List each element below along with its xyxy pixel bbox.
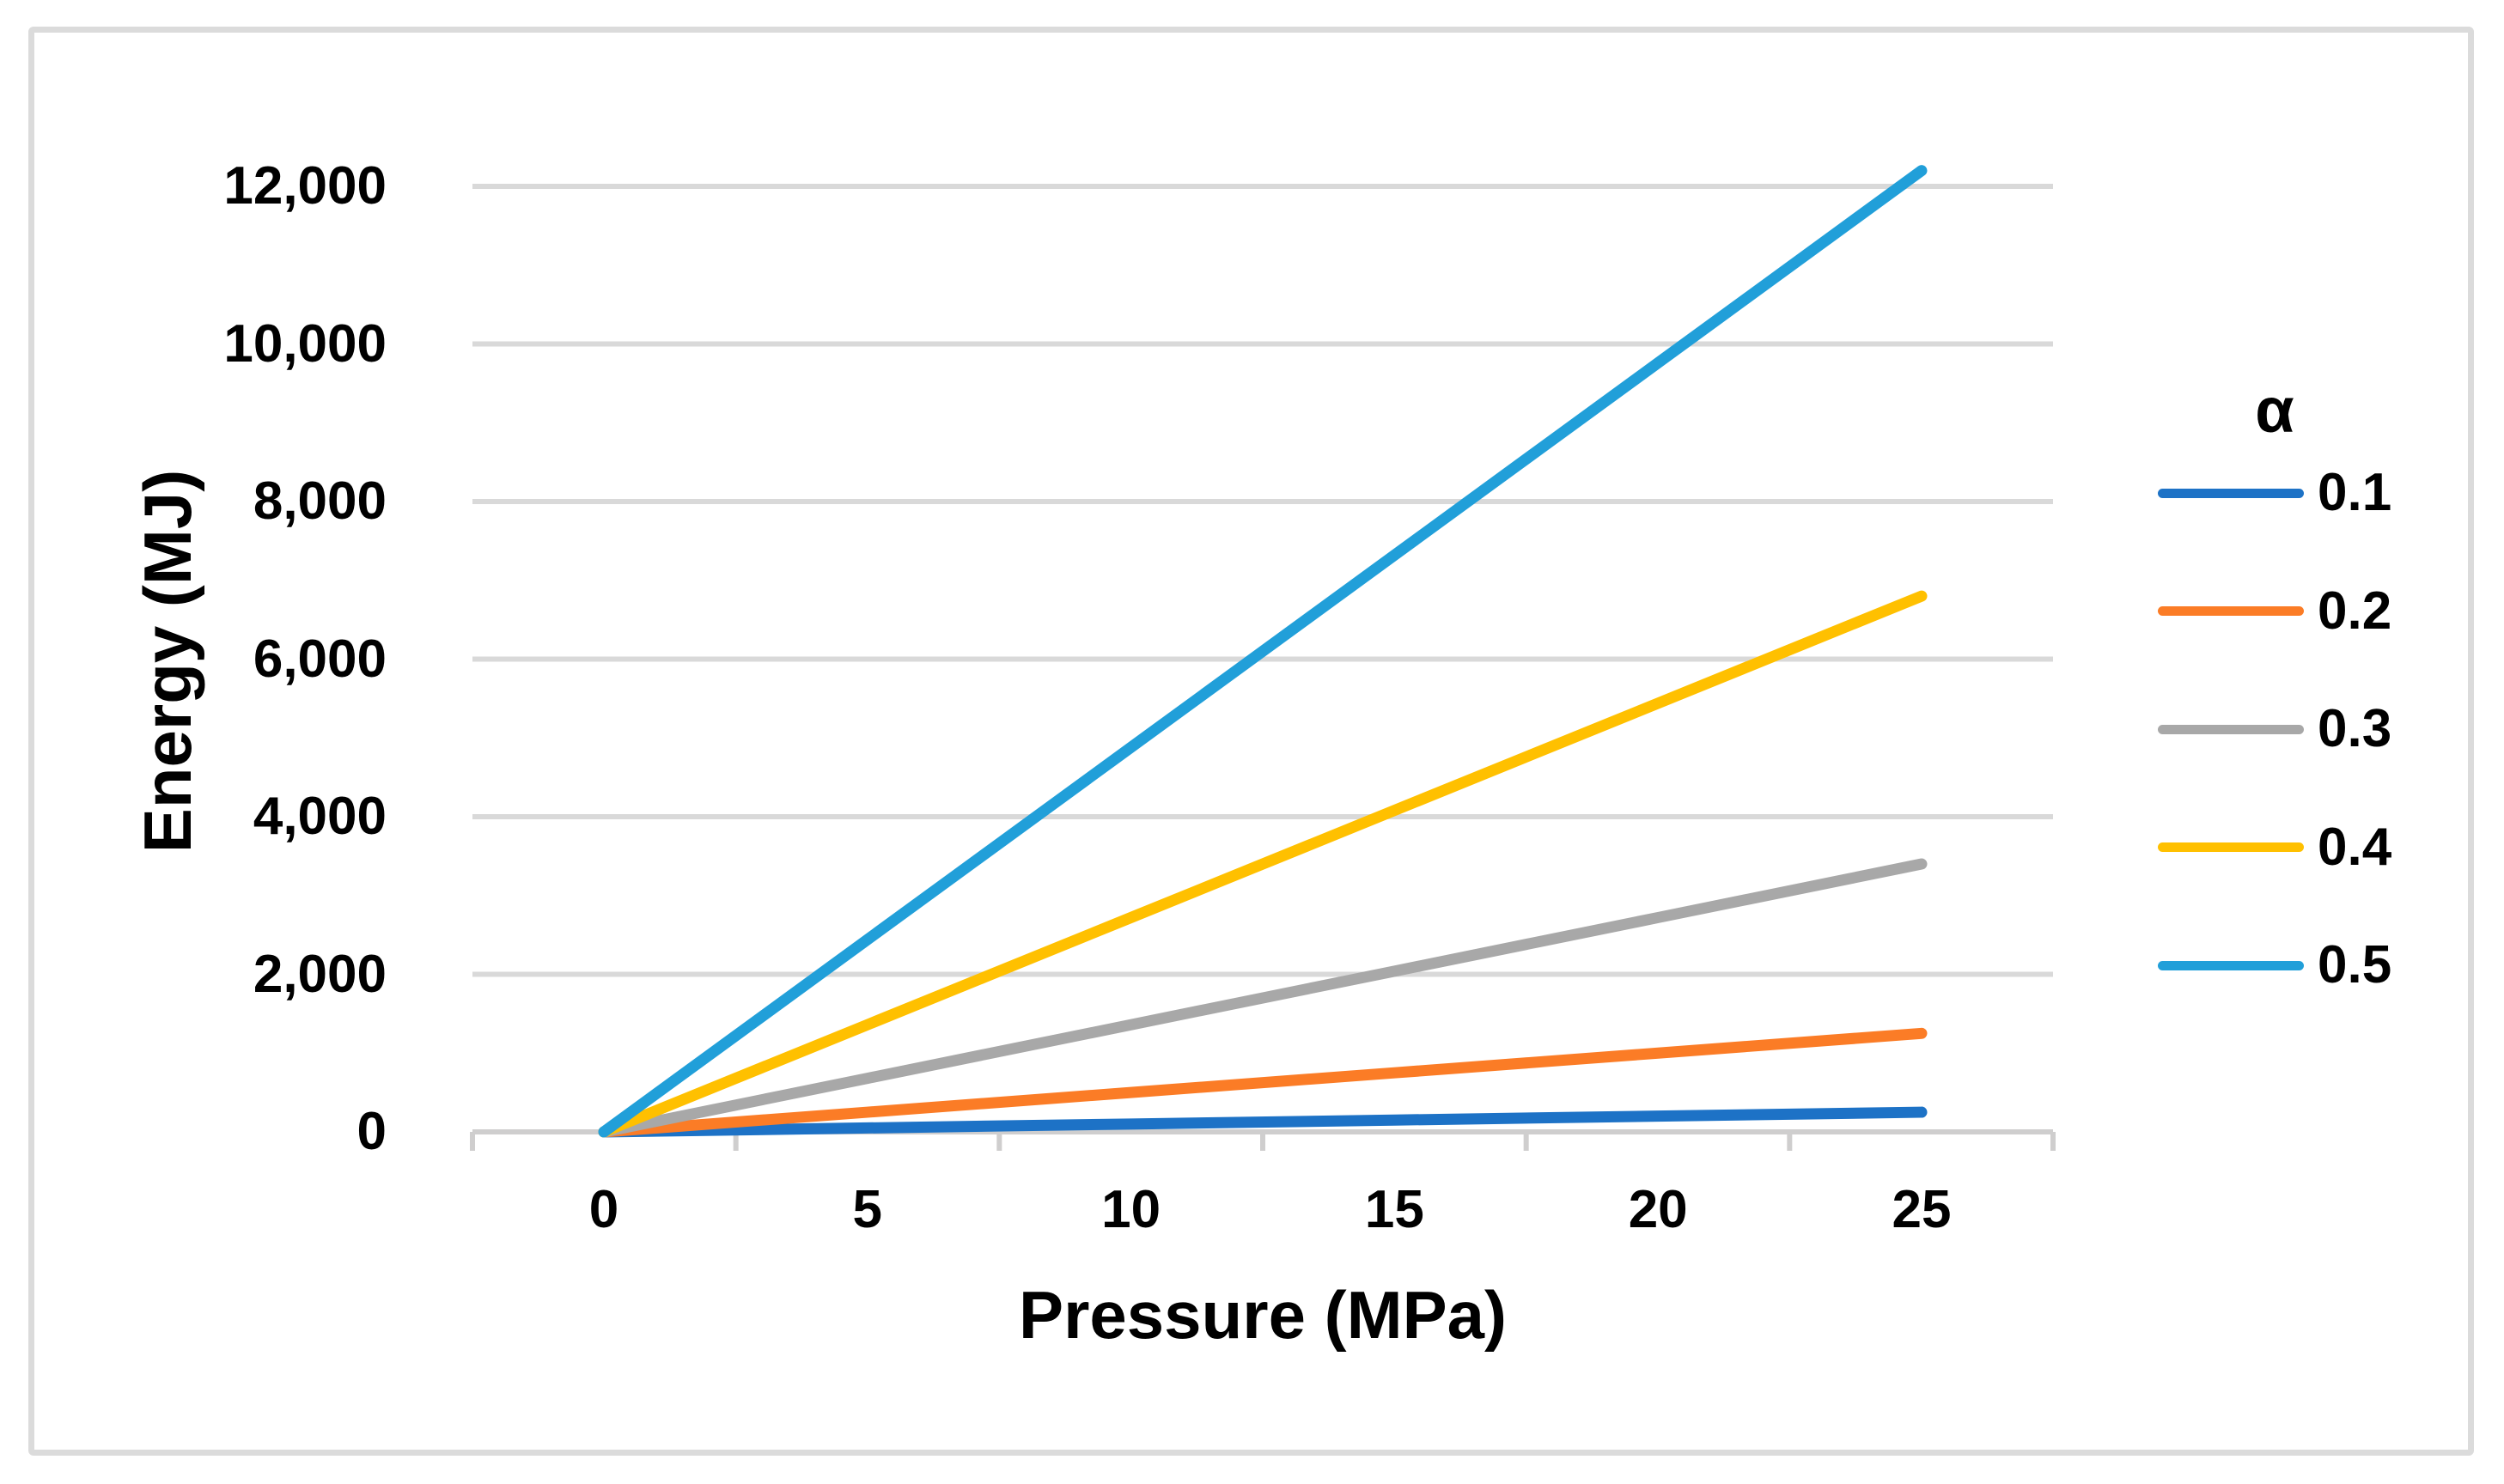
y-axis-title: Energy (MJ) bbox=[130, 469, 205, 854]
x-tick-label-3: 15 bbox=[1364, 1180, 1424, 1239]
x-tick-label-2: 10 bbox=[1101, 1180, 1161, 1239]
y-tick-label-1: 2,000 bbox=[253, 944, 387, 1004]
y-tick-label-5: 10,000 bbox=[223, 313, 387, 374]
y-tick-label-2: 4,000 bbox=[253, 787, 387, 846]
series-line-alpha-0.2 bbox=[598, 1027, 1928, 1138]
y-tick-label-6: 12,000 bbox=[223, 156, 387, 216]
series-line-alpha-0.5 bbox=[598, 165, 1928, 1138]
figure-border bbox=[28, 27, 2474, 1456]
series-line-alpha-0.3 bbox=[598, 858, 1928, 1138]
x-axis-title: Pressure (MPa) bbox=[1019, 1277, 1507, 1353]
x-tick-label-0: 0 bbox=[588, 1180, 619, 1239]
series-line-alpha-0.1 bbox=[598, 1106, 1928, 1138]
y-tick-label-0: 0 bbox=[356, 1102, 387, 1161]
x-tick-label-1: 5 bbox=[852, 1180, 883, 1239]
x-tick-label-4: 20 bbox=[1628, 1180, 1688, 1239]
x-tick-label-5: 25 bbox=[1892, 1180, 1952, 1239]
y-tick-label-3: 6,000 bbox=[253, 629, 387, 689]
y-tick-label-4: 8,000 bbox=[253, 471, 387, 531]
series-line-alpha-0.4 bbox=[598, 590, 1928, 1138]
